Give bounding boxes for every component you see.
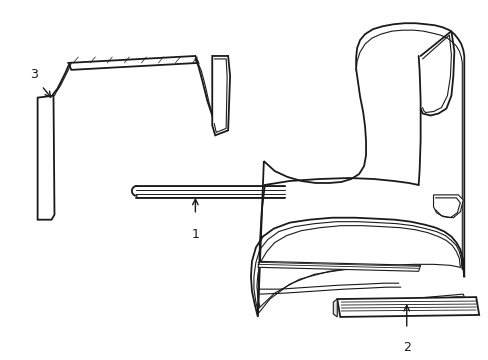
Text: 2: 2 bbox=[402, 341, 410, 354]
Polygon shape bbox=[433, 195, 462, 218]
Polygon shape bbox=[38, 96, 54, 220]
Polygon shape bbox=[339, 294, 464, 311]
Polygon shape bbox=[68, 56, 198, 70]
Polygon shape bbox=[257, 261, 420, 271]
Polygon shape bbox=[212, 56, 230, 135]
Polygon shape bbox=[333, 299, 337, 317]
Text: 3: 3 bbox=[30, 68, 38, 81]
Polygon shape bbox=[250, 23, 463, 317]
Text: 1: 1 bbox=[191, 228, 199, 240]
Polygon shape bbox=[337, 297, 478, 317]
